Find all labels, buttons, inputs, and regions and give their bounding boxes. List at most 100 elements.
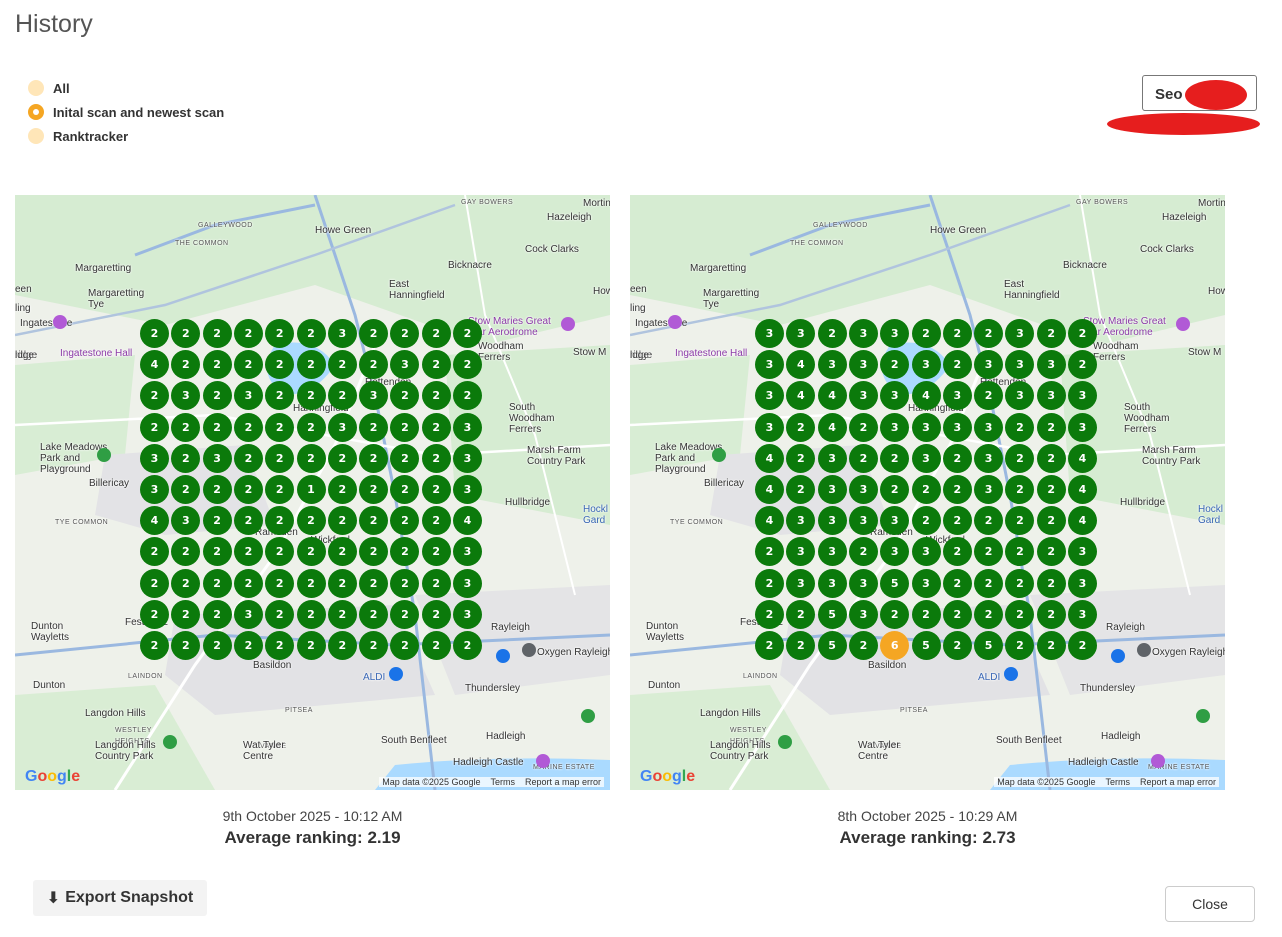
rank-pin[interactable]: 2 [880,475,910,504]
rank-pin[interactable]: 2 [327,599,357,629]
rank-pin[interactable]: 3 [755,381,784,411]
rank-pin[interactable]: 4 [786,381,816,411]
rank-pin[interactable]: 2 [140,412,169,442]
rank-pin[interactable]: 2 [974,319,1004,348]
rank-pin[interactable]: 2 [1068,631,1097,660]
map-poi-marker-icon[interactable] [581,709,595,723]
rank-pin[interactable]: 5 [817,631,847,660]
rank-pin[interactable]: 2 [421,381,451,411]
rank-pin[interactable]: 4 [453,506,482,536]
rank-pin[interactable]: 2 [880,443,910,473]
rank-pin[interactable]: 2 [140,381,169,411]
rank-pin[interactable]: 2 [974,599,1004,629]
rank-pin[interactable]: 2 [1005,506,1035,536]
rank-pin[interactable]: 2 [233,443,263,473]
rank-pin[interactable]: 3 [786,319,816,348]
rank-pin[interactable]: 2 [1068,319,1097,348]
rank-pin[interactable]: 4 [140,506,169,536]
rank-pin[interactable]: 2 [327,568,357,598]
rank-pin[interactable]: 2 [140,537,169,567]
rank-pin[interactable]: 3 [1005,381,1035,411]
rank-pin[interactable]: 2 [1005,475,1035,504]
rank-pin[interactable]: 2 [942,537,972,567]
rank-pin[interactable]: 2 [265,537,295,567]
rank-pin[interactable]: 2 [202,350,232,380]
rank-pin[interactable]: 2 [1005,599,1035,629]
rank-pin[interactable]: 4 [911,381,941,411]
rank-pin[interactable]: 3 [880,506,910,536]
rank-pin[interactable]: 2 [296,350,326,380]
rank-pin[interactable]: 2 [140,568,169,598]
rank-pin[interactable]: 2 [359,319,389,348]
rank-pin[interactable]: 2 [911,319,941,348]
rank-pin[interactable]: 3 [848,350,878,380]
rank-pin[interactable]: 2 [265,381,295,411]
rank-pin[interactable]: 2 [171,350,201,380]
map-poi-marker-icon[interactable] [522,643,536,657]
rank-pin[interactable]: 2 [233,475,263,504]
rank-pin[interactable]: 2 [453,350,482,380]
rank-pin[interactable]: 3 [233,381,263,411]
rank-pin[interactable]: 3 [453,599,482,629]
rank-pin[interactable]: 2 [755,537,784,567]
rank-pin[interactable]: 2 [171,443,201,473]
rank-pin[interactable]: 2 [755,631,784,660]
rank-pin[interactable]: 2 [171,537,201,567]
rank-pin[interactable]: 2 [327,443,357,473]
rank-pin[interactable]: 2 [880,350,910,380]
rank-pin[interactable]: 3 [1068,568,1097,598]
radio-all[interactable] [28,80,44,96]
rank-pin[interactable]: 3 [786,506,816,536]
rank-pin[interactable]: 3 [755,412,784,442]
rank-pin[interactable]: 2 [140,631,169,660]
rank-pin[interactable]: 2 [786,412,816,442]
rank-pin[interactable]: 2 [327,506,357,536]
rank-pin[interactable]: 2 [265,412,295,442]
rank-pin[interactable]: 3 [202,443,232,473]
rank-pin[interactable]: 2 [233,537,263,567]
rank-pin[interactable]: 3 [848,599,878,629]
rank-pin[interactable]: 2 [359,599,389,629]
rank-pin[interactable]: 2 [942,350,972,380]
rank-pin[interactable]: 5 [911,631,941,660]
rank-pin[interactable]: 2 [171,475,201,504]
report-map-error-link[interactable]: Report a map error [1139,777,1216,787]
map-poi-marker-icon[interactable] [1004,667,1018,681]
rank-pin[interactable]: 2 [453,631,482,660]
rank-pin[interactable]: 2 [1036,631,1066,660]
rank-pin[interactable]: 2 [265,599,295,629]
rank-pin[interactable]: 4 [755,443,784,473]
rank-pin[interactable]: 6 [880,631,910,660]
rank-pin[interactable]: 3 [974,443,1004,473]
rank-pin[interactable]: 4 [140,350,169,380]
keyword-select[interactable]: Seo [1142,75,1257,111]
map-poi-marker-icon[interactable] [496,649,510,663]
rank-pin[interactable]: 2 [390,443,420,473]
rank-pin[interactable]: 2 [755,599,784,629]
rank-pin[interactable]: 3 [1068,412,1097,442]
rank-pin[interactable]: 2 [1005,568,1035,598]
rank-pin[interactable]: 2 [848,443,878,473]
rank-pin[interactable]: 2 [421,568,451,598]
map-poi-marker-icon[interactable] [1137,643,1151,657]
rank-pin[interactable]: 2 [265,443,295,473]
rank-pin[interactable]: 2 [171,631,201,660]
filter-option-initial-newest[interactable]: Inital scan and newest scan [28,100,224,124]
rank-pin[interactable]: 3 [817,475,847,504]
rank-pin[interactable]: 3 [755,350,784,380]
rank-pin[interactable]: 2 [171,412,201,442]
rank-pin[interactable]: 5 [817,599,847,629]
map-terms-link[interactable]: Terms [490,777,515,787]
rank-pin[interactable]: 3 [453,568,482,598]
map-poi-marker-icon[interactable] [97,448,111,462]
rank-pin[interactable]: 3 [911,412,941,442]
rank-pin[interactable]: 2 [296,537,326,567]
rank-pin[interactable]: 3 [1068,537,1097,567]
rank-pin[interactable]: 3 [327,319,357,348]
rank-pin[interactable]: 2 [202,631,232,660]
rank-pin[interactable]: 4 [817,412,847,442]
rank-pin[interactable]: 5 [974,631,1004,660]
rank-pin[interactable]: 3 [140,475,169,504]
rank-pin[interactable]: 2 [421,631,451,660]
rank-pin[interactable]: 3 [880,412,910,442]
